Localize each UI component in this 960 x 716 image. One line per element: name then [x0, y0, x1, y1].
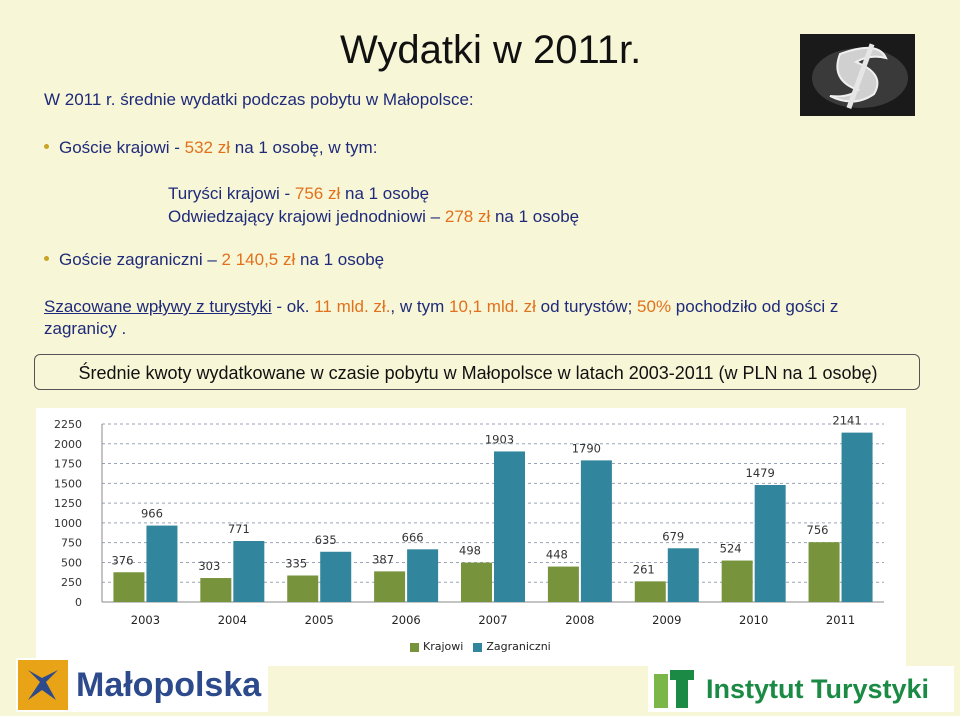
bullet-dot	[44, 256, 49, 262]
bar-zagraniczni-2005	[320, 551, 352, 602]
data-label: 335	[285, 556, 307, 570]
intro-text: W 2011 r. średnie wydatki podczas pobytu…	[44, 90, 474, 109]
y-tick-label: 2250	[54, 418, 82, 431]
bar-zagraniczni-2011	[841, 432, 873, 602]
data-label: 261	[633, 562, 655, 576]
dollar-sign-icon	[800, 34, 915, 116]
bar-chart: 0 250 500 750 1000 1250 1500 1750 2000 2250 376 966…	[54, 414, 884, 627]
data-label: 679	[662, 529, 684, 543]
data-label: 524	[720, 542, 742, 556]
legend-swatch	[473, 642, 483, 652]
data-label: 376	[111, 553, 133, 567]
bar-krajowi-2010	[721, 560, 753, 602]
chart-area: 0 250 500 750 1000 1250 1500 1750 2000 2250 376 966…	[36, 408, 906, 666]
bar-krajowi-2003	[113, 572, 145, 602]
bar-krajowi-2011	[808, 542, 840, 602]
y-tick-label: 1500	[54, 477, 82, 490]
data-label: 1479	[746, 466, 775, 480]
data-label: 303	[198, 559, 220, 573]
chart-title-box: Średnie kwoty wydatkowane w czasie pobyt…	[34, 354, 920, 390]
data-label: 448	[546, 548, 568, 562]
bar-zagraniczni-2009	[667, 548, 699, 602]
y-tick-label: 2000	[54, 438, 82, 451]
x-tick-label: 2011	[826, 613, 855, 627]
legend-swatch	[410, 642, 419, 652]
y-tick-label: 250	[61, 576, 82, 589]
bar-krajowi-2004	[200, 578, 232, 602]
data-label: 498	[459, 544, 481, 558]
x-tick-label: 2009	[652, 613, 681, 627]
revenue-paragraph: Szacowane wpływy z turystyki - ok. 11 ml…	[44, 297, 839, 338]
instytut-emblem-icon	[652, 668, 696, 710]
bar-zagraniczni-2008	[580, 460, 612, 602]
page-title: Wydatki w 2011r.	[340, 28, 642, 72]
bar-zagraniczni-2003	[146, 525, 178, 602]
x-tick-label: 2003	[131, 613, 160, 627]
bar-zagraniczni-2010	[754, 484, 786, 602]
data-label: 387	[372, 552, 394, 566]
data-label: 1903	[485, 432, 514, 446]
y-tick-label: 0	[75, 596, 82, 609]
malopolska-logo: Małopolska	[16, 658, 268, 712]
legend-label: Krajowi	[423, 640, 464, 653]
bullet-domestic: Goście krajowi - 532 zł na 1 osobę, w ty…	[44, 138, 377, 158]
data-label: 966	[141, 507, 163, 521]
x-tick-label: 2006	[391, 613, 420, 627]
legend-label: Zagraniczni	[486, 640, 551, 653]
malopolska-emblem-icon	[18, 660, 68, 710]
bullet-tourists: Turyści krajowi - 756 zł na 1 osobę	[168, 184, 430, 203]
y-tick-label: 1000	[54, 517, 82, 530]
chart-title: Średnie kwoty wydatkowane w czasie pobyt…	[78, 363, 878, 383]
x-tick-label: 2010	[739, 613, 768, 627]
instytut-turystyki-logo: Instytut Turystyki	[648, 666, 954, 712]
bullet-daytrippers: Odwiedzający krajowi jednodniowi – 278 z…	[168, 207, 580, 226]
data-label: 1790	[572, 441, 601, 455]
legend-item: Krajowi	[410, 640, 463, 653]
chart-legend: Krajowi Zagraniczni	[410, 640, 561, 653]
bar-krajowi-2006	[374, 571, 406, 602]
data-label: 771	[228, 522, 250, 536]
malopolska-logo-text: Małopolska	[76, 666, 262, 704]
bar-zagraniczni-2007	[494, 451, 525, 602]
instytut-logo-text: Instytut Turystyki	[706, 674, 930, 704]
data-label: 2141	[832, 414, 861, 428]
y-tick-label: 1250	[54, 497, 82, 510]
bar-krajowi-2007	[461, 562, 492, 602]
bar-zagraniczni-2006	[407, 549, 439, 602]
x-tick-label: 2007	[478, 613, 507, 627]
y-tick-label: 1750	[54, 458, 82, 471]
x-tick-label: 2005	[305, 613, 334, 627]
x-tick-label: 2008	[565, 613, 594, 627]
y-tick-label: 750	[61, 537, 82, 550]
bullet-foreign: Goście zagraniczni – 2 140,5 zł na 1 oso…	[44, 250, 384, 270]
y-tick-label: 500	[61, 556, 82, 569]
x-tick-label: 2004	[218, 613, 247, 627]
bar-krajowi-2009	[634, 581, 666, 602]
bullet-dot	[44, 144, 49, 150]
legend-item: Zagraniczni	[473, 640, 551, 653]
data-label: 756	[807, 523, 829, 537]
data-label: 635	[315, 533, 337, 547]
bar-krajowi-2005	[287, 575, 319, 602]
data-label: 666	[402, 530, 424, 544]
bar-krajowi-2008	[547, 566, 579, 602]
bar-zagraniczni-2004	[233, 541, 265, 602]
